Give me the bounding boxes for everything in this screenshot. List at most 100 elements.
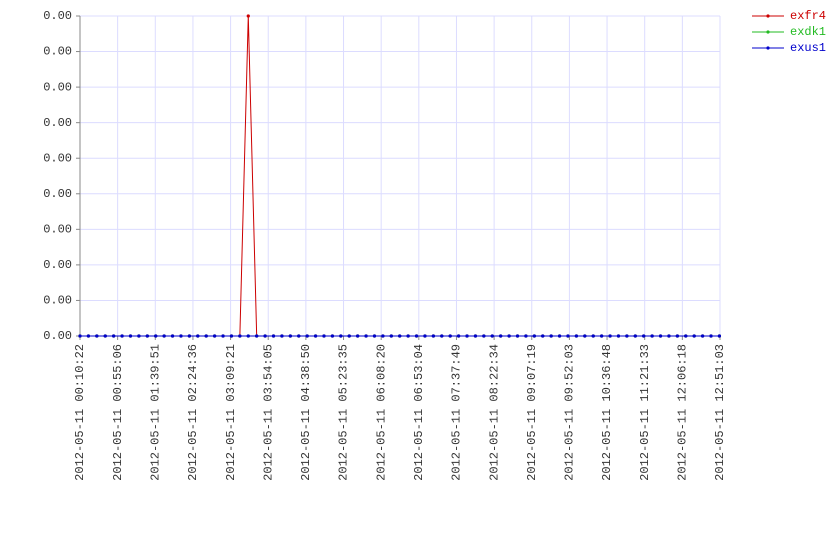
legend-dot [766,14,770,18]
point [700,334,705,338]
point [103,334,107,338]
x-tick-label: 2012-05-11 09:52:03 [563,344,577,481]
x-tick-label: 2012-05-11 05:23:35 [337,344,351,481]
x-tick-label: 2012-05-11 09:07:19 [525,344,539,481]
point [566,334,570,338]
point [642,334,646,338]
point [339,334,343,338]
point [364,334,368,338]
point [204,334,208,338]
point [154,334,158,338]
point [473,334,478,338]
point [145,334,149,338]
legend-dot [766,30,770,34]
point [650,334,654,338]
point [717,334,722,338]
point [137,334,141,338]
point [440,334,444,338]
point [574,334,578,338]
point [431,334,435,338]
point [515,334,520,338]
x-tick-label: 2012-05-11 06:08:20 [374,344,388,481]
point [246,14,250,18]
x-tick-label: 2012-05-11 06:53:04 [412,344,426,481]
point [313,334,318,338]
point [263,334,267,338]
point [541,334,545,338]
point [709,334,713,338]
point [381,334,385,338]
x-tick-label: 2012-05-11 01:39:51 [148,344,162,481]
point [616,334,621,338]
point [347,334,351,338]
y-tick-label: 0.00 [43,116,72,130]
point [532,334,536,338]
legend-label: exdk1 [790,25,826,39]
point [221,334,225,338]
legend-dot [766,46,770,50]
point [633,334,637,338]
point [305,334,309,338]
point [389,334,393,338]
point [196,334,200,338]
y-tick-label: 0.00 [43,329,72,343]
point [322,334,326,338]
y-tick-label: 0.00 [43,258,72,272]
point [330,334,335,338]
y-tick-label: 0.00 [43,80,72,94]
point [179,334,183,338]
point [658,334,663,338]
point [499,334,503,338]
point [112,334,116,338]
point [625,334,629,338]
point [162,334,166,338]
series-line [80,15,720,337]
point [280,334,284,338]
point [78,334,82,338]
y-tick-label: 0.00 [43,151,72,165]
point [271,334,276,338]
point [398,334,402,338]
point [667,334,671,338]
point [557,334,562,338]
x-tick-label: 2012-05-11 08:22:34 [487,344,501,481]
legend-label: exfr4 [790,9,826,23]
point [95,334,99,338]
point [423,334,427,338]
point [608,334,612,338]
point [692,334,696,338]
x-tick-label: 2012-05-11 11:21:33 [638,344,652,481]
x-tick-label: 2012-05-11 12:06:18 [676,344,690,481]
x-tick-label: 2012-05-11 03:54:05 [261,344,275,481]
point [465,334,469,338]
point [356,334,360,338]
x-tick-label: 2012-05-11 02:24:36 [186,344,200,481]
y-tick-label: 0.00 [43,187,72,201]
point [238,334,242,338]
y-tick-label: 0.00 [43,9,72,23]
point [583,334,587,338]
x-tick-label: 2012-05-11 10:36:48 [600,344,614,481]
point [591,334,595,338]
point [187,334,191,338]
point [372,334,377,338]
point [288,334,292,338]
point [406,334,410,338]
point [246,334,250,338]
y-tick-label: 0.00 [43,294,72,308]
x-tick-label: 2012-05-11 04:38:50 [299,344,313,481]
point [684,334,688,338]
x-tick-label: 2012-05-11 00:55:06 [111,344,125,481]
x-tick-label: 2012-05-11 07:37:49 [450,344,464,481]
point [482,334,486,338]
point [128,334,133,338]
legend-label: exus1 [790,41,826,55]
point [414,334,419,338]
point [507,334,511,338]
x-tick-label: 2012-05-11 03:09:21 [224,344,238,481]
point [86,334,91,338]
point [448,334,452,338]
point [255,334,259,338]
point [600,334,604,338]
